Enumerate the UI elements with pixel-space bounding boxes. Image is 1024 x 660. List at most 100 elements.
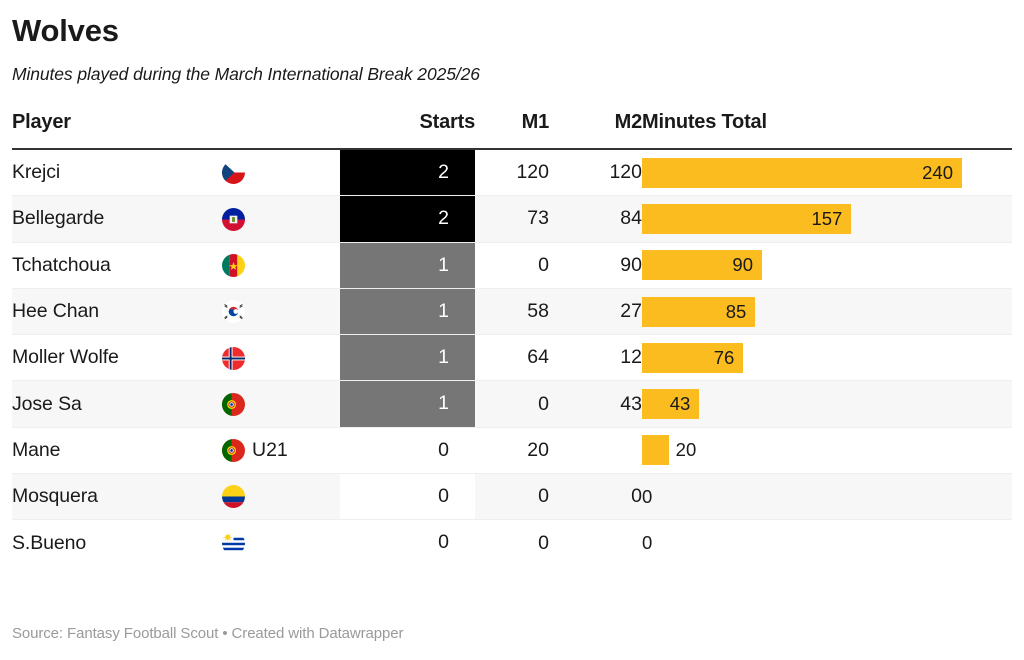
cell-m1: 73 bbox=[475, 195, 549, 243]
cell-m1: 58 bbox=[475, 288, 549, 336]
cell-flag bbox=[222, 473, 340, 521]
cell-flag bbox=[222, 520, 340, 566]
flag-note-label: U21 bbox=[252, 439, 288, 462]
table-header-row: Player Starts M1 M2 Minutes Total bbox=[12, 111, 1012, 150]
portugal-flag-icon bbox=[222, 439, 245, 463]
cell-minutes-total: 85 bbox=[642, 288, 1012, 336]
cell-m1: 120 bbox=[475, 149, 549, 197]
cell-flag bbox=[222, 334, 340, 382]
column-header-minutes-total[interactable]: Minutes Total bbox=[642, 111, 1012, 150]
cell-starts: 1 bbox=[340, 334, 475, 382]
cell-starts: 1 bbox=[340, 288, 475, 336]
cell-m1: 0 bbox=[538, 531, 549, 554]
column-header-player[interactable]: Player bbox=[12, 111, 222, 150]
source-note: Source: Fantasy Football Scout • Created… bbox=[12, 625, 404, 642]
minutes-bar-value: 90 bbox=[732, 254, 753, 276]
cell-player: Mane bbox=[12, 427, 222, 475]
cell-m2: 12 bbox=[549, 334, 642, 382]
minutes-bar bbox=[642, 435, 669, 466]
cell-minutes-total: 0 bbox=[642, 473, 1012, 521]
cell-starts: 0 bbox=[340, 520, 475, 566]
minutes-bar: 85 bbox=[642, 296, 756, 327]
table-row[interactable]: Mosquera 0 0 0 0 bbox=[12, 473, 1012, 521]
cell-m2 bbox=[549, 520, 642, 566]
south-korea-flag-icon bbox=[222, 300, 245, 324]
cell-starts: 1 bbox=[340, 242, 475, 289]
starts-heatmap-cell: 2 bbox=[340, 150, 475, 196]
starts-heatmap-cell: 1 bbox=[340, 335, 475, 381]
colombia-flag-icon bbox=[222, 485, 245, 509]
cell-player: Krejci bbox=[12, 149, 222, 197]
table-row[interactable]: S.Bueno 0 0 0 bbox=[12, 520, 1012, 566]
cell-m1: 0 bbox=[475, 380, 549, 428]
starts-heatmap-cell: 0 bbox=[340, 474, 475, 520]
table-row[interactable]: Jose Sa 1 0 43 43 bbox=[12, 380, 1012, 428]
column-header-m1[interactable]: M1 bbox=[475, 111, 549, 150]
cell-m2: 120 bbox=[549, 149, 642, 197]
cell-starts: 0 bbox=[340, 473, 475, 521]
cell-m2: 27 bbox=[549, 288, 642, 336]
cell-m1: 0 bbox=[475, 242, 549, 289]
cell-player: Jose Sa bbox=[12, 380, 222, 428]
minutes-bar: 90 bbox=[642, 250, 762, 281]
minutes-table: Player Starts M1 M2 Minutes Total Krejci… bbox=[12, 111, 1012, 566]
cell-m2: 90 bbox=[549, 242, 642, 289]
portugal-flag-icon bbox=[222, 392, 245, 416]
column-header-flag bbox=[222, 111, 340, 150]
cell-m2: 0 bbox=[549, 473, 642, 521]
cell-starts: 0 bbox=[340, 427, 475, 475]
norway-flag-icon bbox=[222, 346, 245, 370]
minutes-bar: 157 bbox=[642, 203, 852, 234]
table-row[interactable]: Moller Wolfe 1 64 12 76 bbox=[12, 334, 1012, 382]
table-row[interactable]: Hee Chan 1 58 27 85 bbox=[12, 288, 1012, 336]
minutes-bar-row: 0 bbox=[642, 474, 1012, 519]
cell-m1: 20 bbox=[475, 427, 549, 475]
minutes-bar: 76 bbox=[642, 342, 744, 373]
cell-minutes-total: 90 bbox=[642, 242, 1012, 289]
minutes-bar-row: 0 bbox=[642, 520, 1012, 565]
cell-minutes-total: 0 bbox=[642, 520, 1012, 566]
haiti-flag-icon bbox=[222, 207, 245, 231]
starts-heatmap-cell: 1 bbox=[340, 381, 475, 427]
minutes-bar-row: 85 bbox=[642, 289, 1012, 334]
cell-starts: 2 bbox=[340, 149, 475, 197]
cell-m2: 43 bbox=[549, 380, 642, 428]
cell-flag bbox=[222, 195, 340, 243]
cell-m1: 64 bbox=[475, 334, 549, 382]
minutes-bar-row: 76 bbox=[642, 335, 1012, 380]
minutes-bar-value: 76 bbox=[713, 346, 735, 368]
minutes-bar-value: 0 bbox=[642, 532, 653, 554]
minutes-bar: 43 bbox=[642, 389, 700, 420]
cell-flag bbox=[222, 149, 340, 197]
minutes-bar-value: 0 bbox=[642, 485, 653, 507]
cell-starts: 2 bbox=[340, 195, 475, 243]
table-row[interactable]: Mane U21 0 20 20 bbox=[12, 427, 1012, 475]
table-container: Player Starts M1 M2 Minutes Total Krejci… bbox=[12, 111, 1012, 566]
starts-heatmap-cell: 2 bbox=[340, 196, 475, 242]
cell-minutes-total: 157 bbox=[642, 195, 1012, 243]
cell-minutes-total: 240 bbox=[642, 149, 1012, 197]
starts-heatmap-cell: 0 bbox=[438, 438, 449, 461]
cell-m2: 84 bbox=[549, 195, 642, 243]
minutes-bar-value: 20 bbox=[675, 439, 697, 461]
page-title: Wolves bbox=[12, 13, 119, 48]
cell-flag: U21 bbox=[222, 427, 340, 475]
table-row[interactable]: Tchatchoua 1 0 90 90 bbox=[12, 242, 1012, 289]
minutes-bar-value: 43 bbox=[669, 393, 691, 415]
column-header-starts[interactable]: Starts bbox=[340, 111, 475, 150]
cell-player: Hee Chan bbox=[12, 288, 222, 336]
table-row[interactable]: Bellegarde 2 73 84 157 bbox=[12, 195, 1012, 243]
minutes-bar-value: 240 bbox=[922, 161, 953, 183]
minutes-bar-value: 157 bbox=[811, 207, 843, 229]
cell-player: Moller Wolfe bbox=[12, 334, 222, 382]
cell-flag bbox=[222, 288, 340, 336]
minutes-bar: 240 bbox=[642, 157, 962, 188]
column-header-m2[interactable]: M2 bbox=[549, 111, 642, 150]
czech-republic-flag-icon bbox=[222, 161, 245, 185]
table-row[interactable]: Krejci 2 120 120 240 bbox=[12, 149, 1012, 197]
cell-minutes-total: 43 bbox=[642, 380, 1012, 428]
page-subtitle: Minutes played during the March Internat… bbox=[12, 64, 480, 84]
starts-heatmap-cell: 1 bbox=[340, 288, 475, 335]
cell-flag bbox=[222, 380, 340, 428]
